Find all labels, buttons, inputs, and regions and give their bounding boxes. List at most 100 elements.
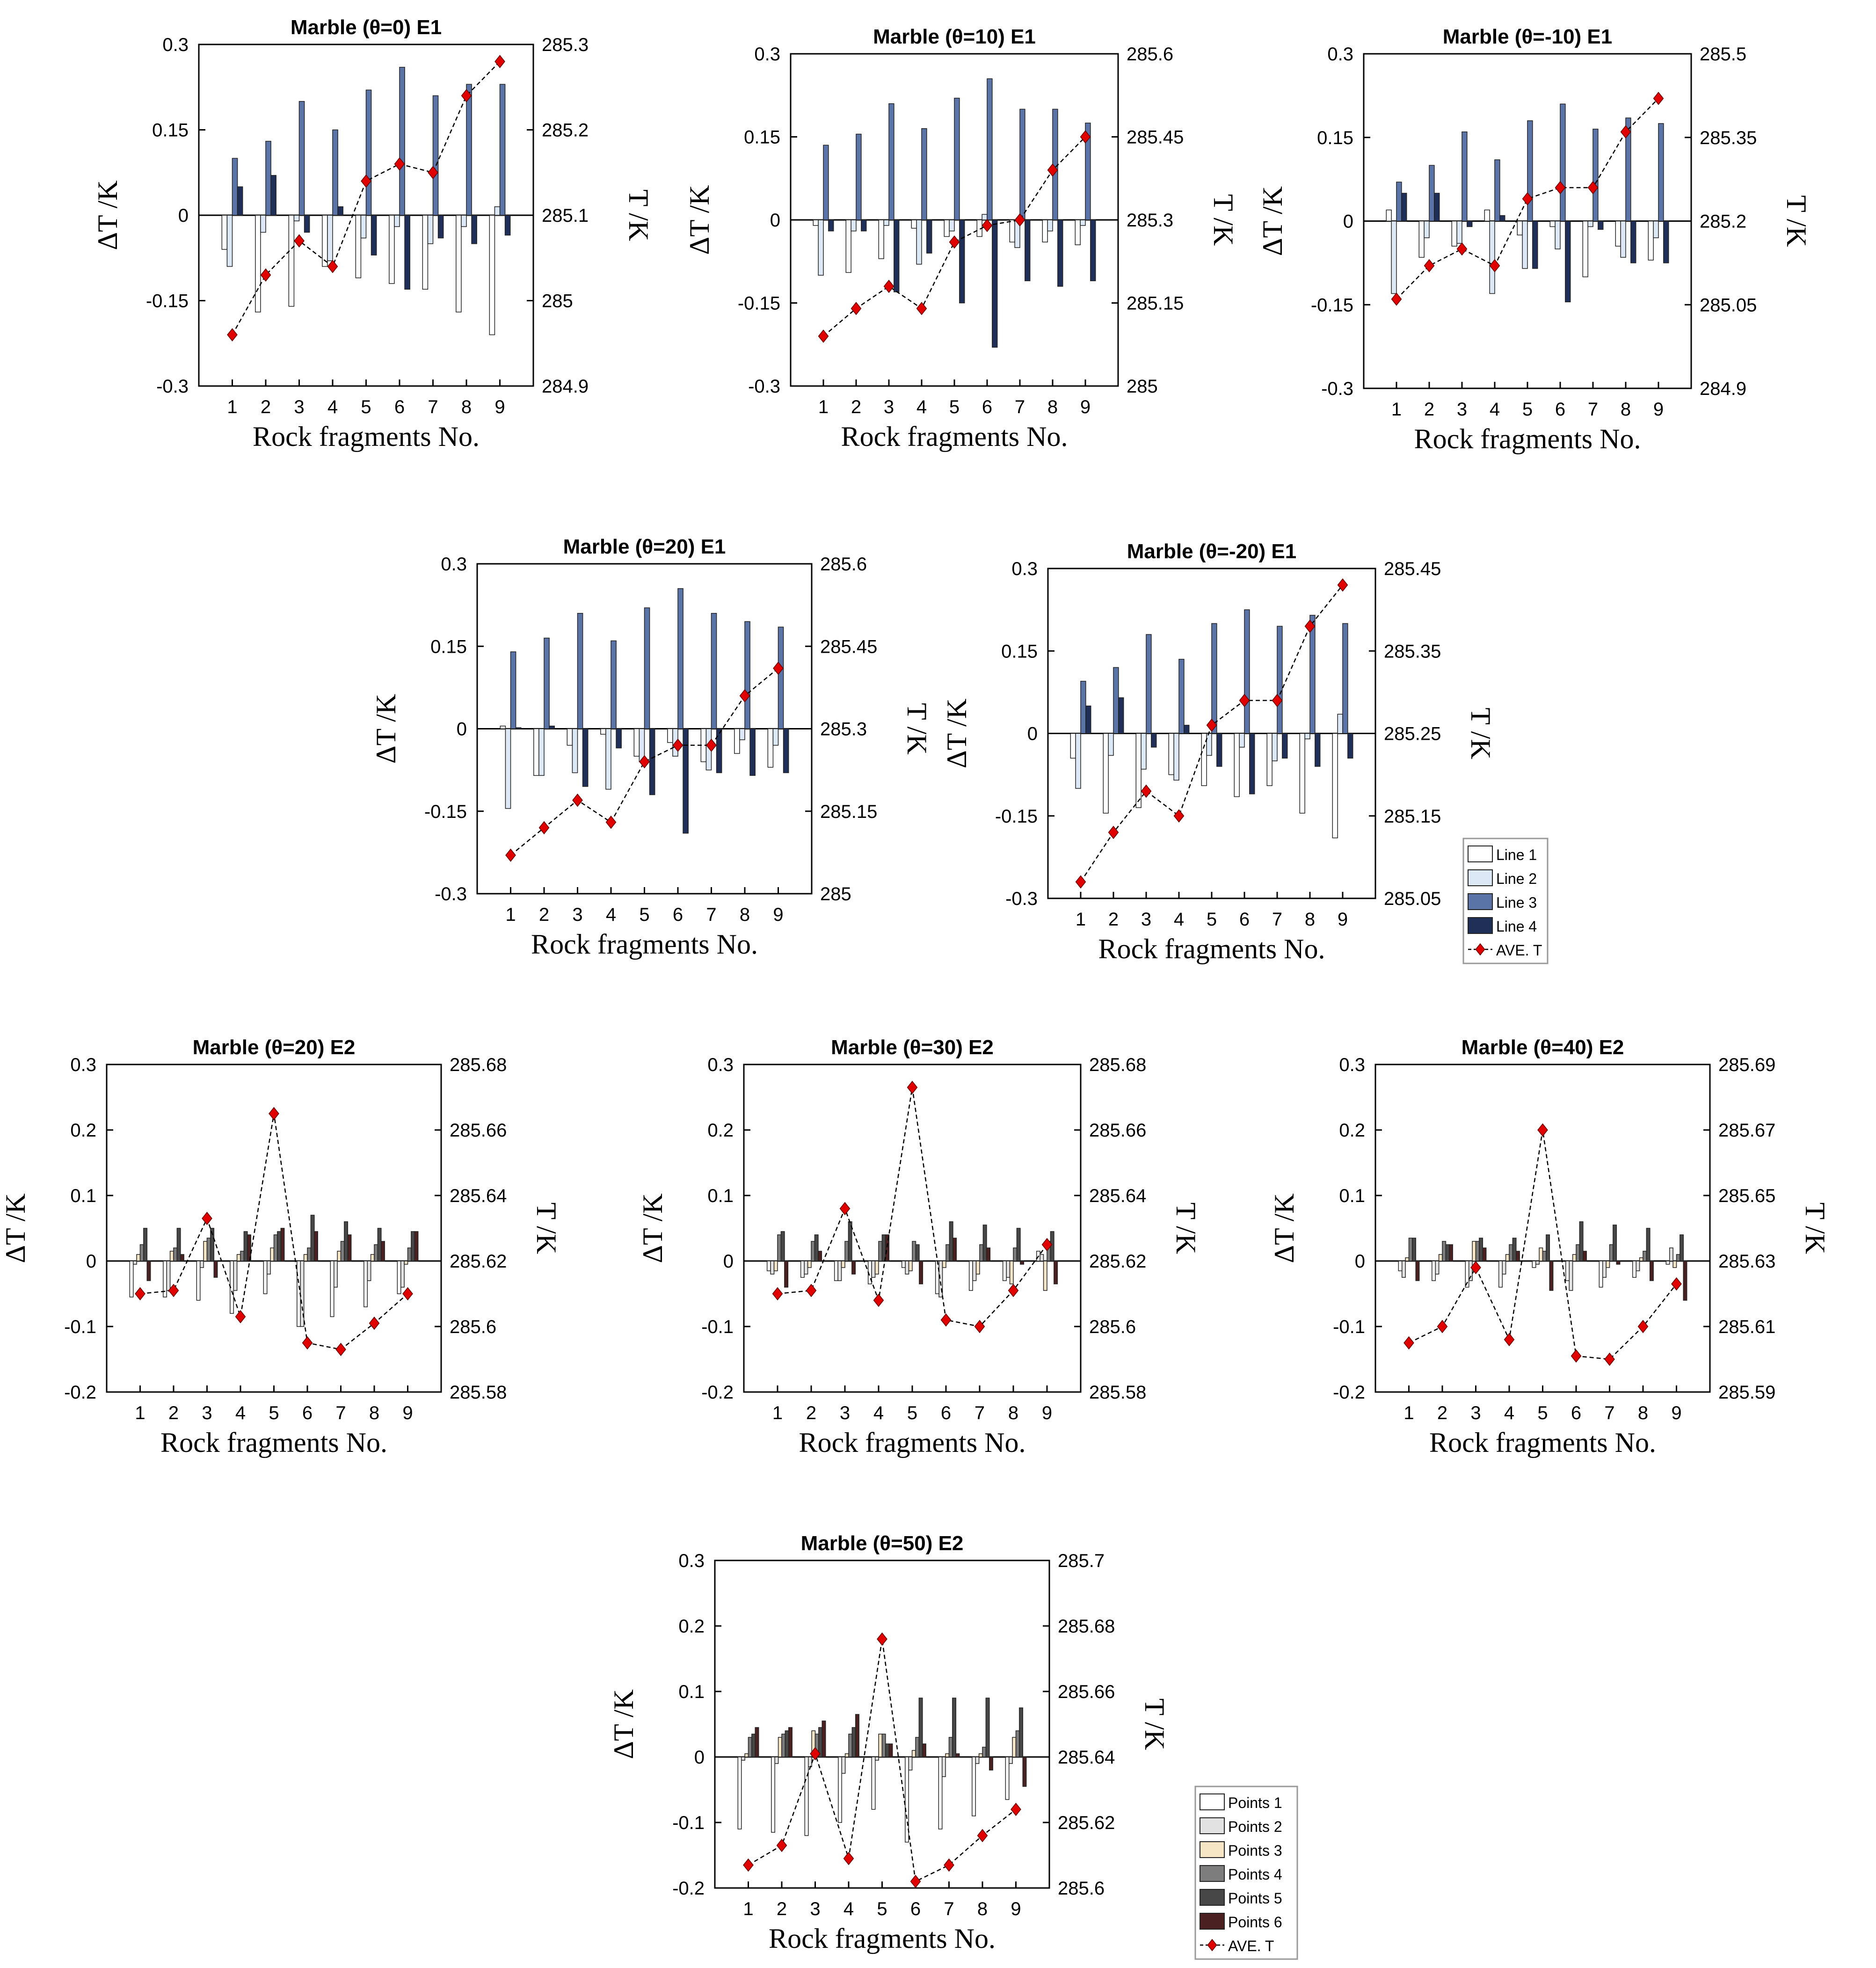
ave-t-point-3 <box>202 1211 212 1225</box>
x-tick-label: 7 <box>944 1899 954 1919</box>
ave-t-point-4 <box>843 1851 854 1866</box>
y2-tick-label: 285.7 <box>1058 1551 1105 1571</box>
y2-tick-label: 285.35 <box>1700 128 1757 148</box>
y-tick-label: 0.2 <box>678 1616 705 1637</box>
bar-line-1-2 <box>1418 220 1425 258</box>
y-tick-label: 0.1 <box>1339 1186 1365 1206</box>
ave-t-point-2 <box>776 1838 787 1852</box>
bar-line-3-7 <box>1277 626 1283 734</box>
bar-points-6-6 <box>1583 1251 1587 1261</box>
y-tick-label: -0.15 <box>424 802 467 822</box>
x-tick-label: 1 <box>135 1403 145 1423</box>
bar-points-3-1 <box>744 1753 749 1757</box>
legend-label: AVE. T <box>1228 1938 1274 1954</box>
legend-label: AVE. T <box>1496 942 1542 959</box>
bar-points-1-9 <box>1005 1757 1010 1800</box>
ave-t-point-8 <box>461 89 472 102</box>
bar-line-2-8 <box>739 728 745 740</box>
x-tick-label: 1 <box>1391 399 1402 420</box>
x-tick-label: 7 <box>1604 1403 1614 1423</box>
x-tick-label: 2 <box>806 1403 816 1423</box>
bar-line-2-2 <box>260 215 266 233</box>
y-axis-label: ΔT /K <box>637 1193 668 1263</box>
ave-t-point-6 <box>1555 181 1566 195</box>
y-tick-label: -0.3 <box>156 376 189 397</box>
bar-line-3-3 <box>298 101 305 216</box>
bar-line-3-2 <box>265 141 271 216</box>
x-tick-label: 1 <box>227 397 237 417</box>
y2-tick-label: 285 <box>1127 376 1158 397</box>
ave-t-point-9 <box>402 1287 413 1301</box>
y-tick-label: -0.15 <box>738 293 780 314</box>
bar-points-5-2 <box>176 1228 181 1261</box>
bar-line-1-5 <box>633 728 640 757</box>
bar-points-1-8 <box>1632 1261 1636 1278</box>
bar-line-3-5 <box>1527 120 1533 222</box>
bar-line-4-4 <box>616 728 622 749</box>
bar-points-3-5 <box>1539 1247 1543 1261</box>
y-axis-label: ΔT /K <box>1269 1193 1300 1263</box>
ave-t-point-5 <box>949 235 960 249</box>
legend-swatch <box>1468 893 1493 910</box>
bar-line-3-5 <box>365 89 372 216</box>
y2-tick-label: 285.6 <box>450 1317 496 1337</box>
ave-t-point-5 <box>639 755 650 769</box>
bar-points-4-4 <box>848 1734 853 1757</box>
y-tick-label: 0.2 <box>70 1120 96 1141</box>
bar-line-2-5 <box>1206 733 1212 756</box>
bar-line-2-8 <box>1047 219 1053 232</box>
y2-tick-label: 285.5 <box>1700 44 1746 65</box>
bar-line-3-9 <box>778 627 784 729</box>
y-axis-label: ΔT /K <box>92 180 123 250</box>
bar-line-2-7 <box>1272 733 1278 761</box>
y2-tick-label: 285.2 <box>542 120 589 141</box>
bar-points-4-8 <box>982 1747 987 1757</box>
bar-points-3-8 <box>1639 1257 1643 1261</box>
x-axis-label: Rock fragments No. <box>769 1923 996 1954</box>
bar-line-1-4 <box>322 215 328 267</box>
y-tick-label: 0 <box>694 1747 705 1768</box>
ave-t-point-1 <box>818 329 829 343</box>
bar-points-3-6 <box>1572 1254 1577 1261</box>
bar-points-5-3 <box>210 1228 215 1261</box>
bar-points-2-7 <box>972 1261 977 1281</box>
y2-tick-label: 285.45 <box>1127 127 1184 148</box>
y-tick-label: -0.2 <box>64 1382 96 1403</box>
bar-line-1-8 <box>1042 219 1048 243</box>
x-tick-label: 9 <box>402 1403 413 1423</box>
y-tick-label: -0.2 <box>1333 1382 1365 1403</box>
bar-line-4-9 <box>504 215 511 236</box>
bar-points-3-3 <box>1472 1241 1476 1261</box>
bar-points-5-9 <box>411 1231 415 1261</box>
bar-points-3-4 <box>1505 1254 1510 1261</box>
bar-points-3-9 <box>404 1261 408 1265</box>
bar-points-5-7 <box>344 1221 349 1261</box>
y2-tick-label: 284.9 <box>542 376 589 397</box>
ave-t-point-4 <box>235 1310 246 1324</box>
x-tick-label: 5 <box>1207 909 1217 930</box>
bar-line-2-4 <box>1489 220 1495 294</box>
x-tick-label: 5 <box>907 1403 917 1423</box>
bar-points-4-8 <box>374 1244 378 1261</box>
bar-points-1-5 <box>1532 1261 1536 1268</box>
bar-points-5-6 <box>949 1221 953 1261</box>
bar-points-4-9 <box>1676 1254 1680 1261</box>
y-tick-label: 0.1 <box>707 1186 734 1206</box>
bar-line-3-4 <box>1178 659 1185 734</box>
bar-line-2-1 <box>226 215 233 267</box>
bar-points-3-6 <box>303 1254 308 1261</box>
legend-label: Points 1 <box>1228 1794 1282 1811</box>
bar-line-1-2 <box>533 728 539 776</box>
bar-line-1-3 <box>878 219 884 259</box>
bar-points-3-8 <box>978 1753 983 1757</box>
bar-points-6-9 <box>1054 1261 1058 1284</box>
bar-line-3-2 <box>544 637 550 729</box>
bar-line-4-7 <box>1282 733 1288 759</box>
bar-line-4-3 <box>304 215 310 233</box>
bar-line-2-6 <box>394 215 400 227</box>
bar-points-5-1 <box>751 1734 756 1757</box>
bar-line-3-8 <box>1625 117 1631 222</box>
chart-title: Marble (θ=30) E2 <box>831 1036 994 1059</box>
ave-t-point-7 <box>706 738 717 752</box>
chart-7: -0.2 -0.1 0 0.1 0.2 0.3 285.58 285.6 285.62 285.6… <box>637 1036 1201 1458</box>
